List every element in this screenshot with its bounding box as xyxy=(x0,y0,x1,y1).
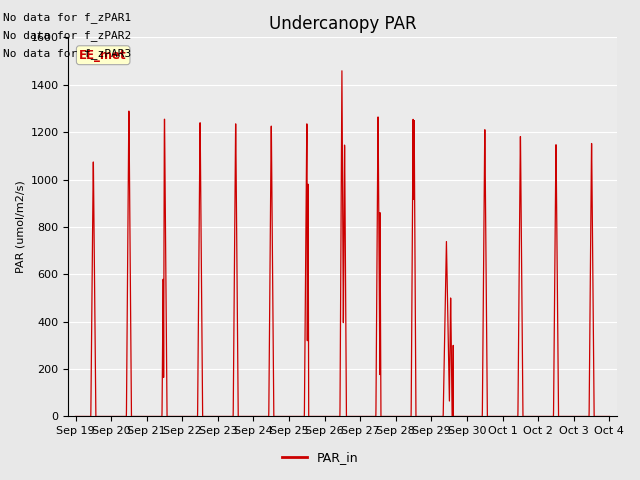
Y-axis label: PAR (umol/m2/s): PAR (umol/m2/s) xyxy=(15,180,25,273)
Title: Undercanopy PAR: Undercanopy PAR xyxy=(269,15,416,33)
Legend: PAR_in: PAR_in xyxy=(276,446,364,469)
Text: No data for f_zPAR1: No data for f_zPAR1 xyxy=(3,12,131,23)
Text: EE_met: EE_met xyxy=(79,48,127,62)
Text: No data for f_zPAR3: No data for f_zPAR3 xyxy=(3,48,131,60)
Text: No data for f_zPAR2: No data for f_zPAR2 xyxy=(3,30,131,41)
